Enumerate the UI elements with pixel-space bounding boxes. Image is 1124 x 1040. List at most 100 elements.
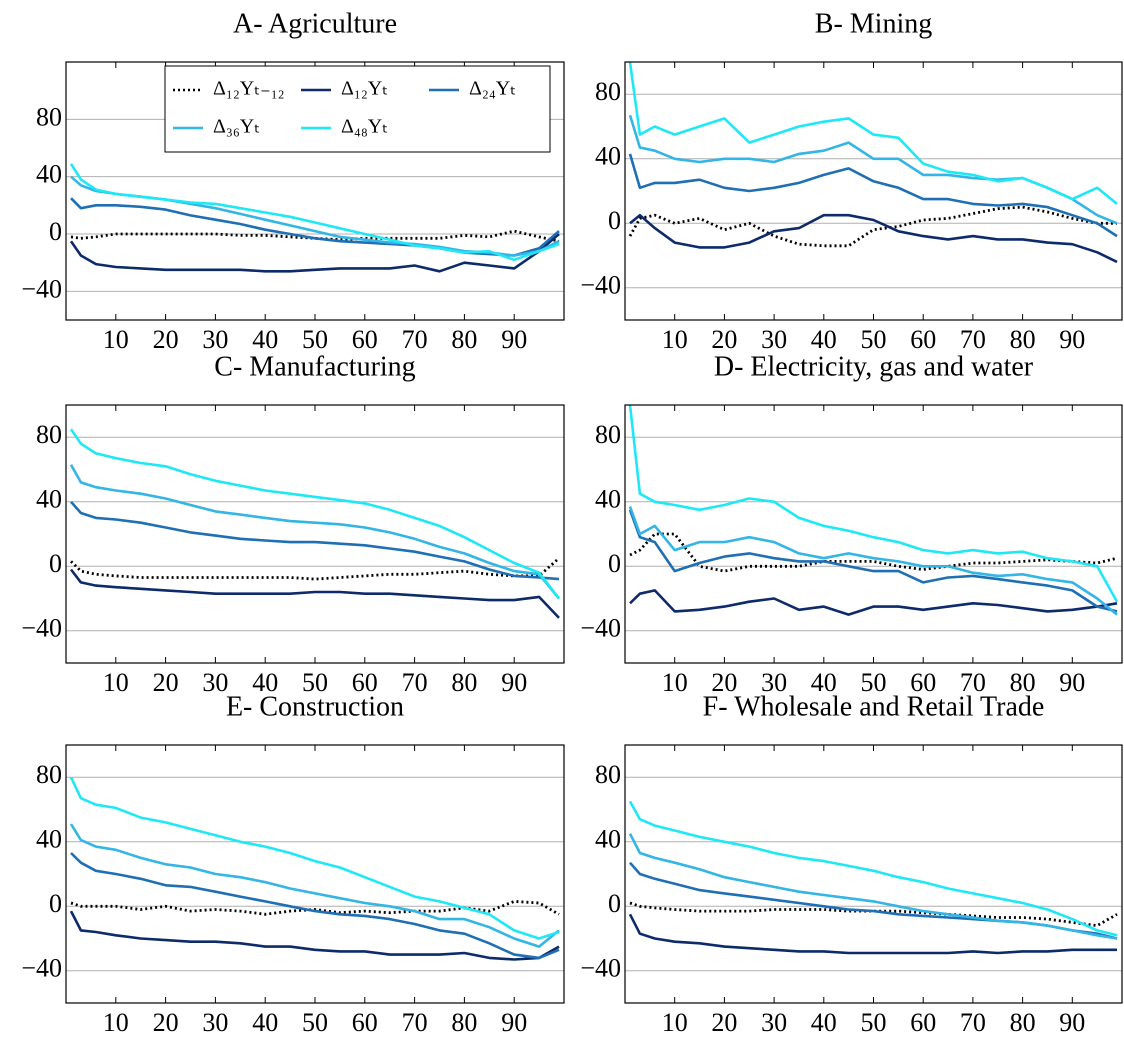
x-tick-label: 60 — [910, 325, 936, 354]
x-tick-label: 50 — [302, 668, 328, 697]
panel-title: C- Manufacturing — [214, 351, 415, 382]
x-tick-label: 40 — [252, 668, 278, 697]
plot-frame — [65, 61, 565, 321]
y-tick-label: 0 — [608, 206, 621, 235]
y-tick-label: 80 — [36, 420, 62, 449]
x-tick-label: 30 — [202, 1008, 228, 1037]
x-tick-label: 50 — [861, 325, 887, 354]
plot-frame — [65, 744, 565, 1004]
y-tick-label: 0 — [608, 889, 621, 918]
y-tick-label: −40 — [21, 614, 62, 643]
y-tick-label: 80 — [595, 760, 621, 789]
plot-frame — [624, 744, 1123, 1004]
series-line — [628, 509, 1118, 613]
x-tick-label: 20 — [711, 1008, 737, 1037]
x-tick-label: 70 — [960, 668, 986, 697]
x-tick-label: 40 — [811, 325, 837, 354]
y-tick-label: 40 — [595, 142, 621, 171]
x-tick-label: 60 — [910, 1008, 936, 1037]
y-tick-label: 0 — [49, 889, 62, 918]
y-tick-label: 80 — [595, 77, 621, 106]
x-tick-label: 60 — [352, 668, 378, 697]
series-line — [628, 205, 1117, 248]
x-tick-label: 90 — [501, 1008, 527, 1037]
series-line — [70, 197, 560, 257]
series-line — [70, 852, 560, 960]
x-tick-label: 80 — [451, 1008, 477, 1037]
y-tick-label: 0 — [49, 549, 62, 578]
x-tick-label: 60 — [352, 325, 378, 354]
series-line — [70, 229, 560, 243]
x-tick-label: 10 — [662, 1008, 688, 1037]
x-tick-label: 90 — [1059, 1008, 1085, 1037]
series-line — [629, 589, 1118, 616]
x-tick-label: 90 — [501, 325, 527, 354]
x-tick-label: 20 — [153, 1008, 179, 1037]
x-tick-label: 10 — [103, 1008, 129, 1037]
plot-frame — [624, 61, 1123, 321]
plot-frame — [65, 404, 565, 664]
series-line — [628, 153, 1118, 238]
x-tick-label: 90 — [1059, 668, 1085, 697]
series-line — [69, 464, 561, 600]
series-line — [628, 833, 1118, 940]
series-line — [69, 776, 560, 940]
legend-label: Δ₃₆Yₜ — [213, 116, 260, 138]
y-tick-label: −40 — [580, 614, 621, 643]
x-tick-label: 90 — [501, 668, 527, 697]
x-tick-label: 40 — [252, 325, 278, 354]
series-line — [69, 823, 560, 948]
x-tick-label: 50 — [861, 1008, 887, 1037]
plot-frame — [624, 404, 1123, 664]
legend-label: Δ₂₄Yₜ — [469, 78, 516, 100]
x-tick-label: 70 — [402, 1008, 428, 1037]
panel-title: D- Electricity, gas and water — [714, 351, 1034, 382]
x-tick-label: 20 — [711, 325, 737, 354]
y-tick-label: −40 — [580, 954, 621, 983]
series-line — [69, 233, 560, 273]
x-tick-label: 30 — [761, 668, 787, 697]
x-tick-label: 20 — [711, 668, 737, 697]
x-tick-label: 40 — [252, 1008, 278, 1037]
x-tick-label: 60 — [910, 668, 936, 697]
x-tick-label: 80 — [1010, 1008, 1036, 1037]
y-tick-label: 0 — [49, 217, 62, 246]
y-tick-label: 40 — [36, 160, 62, 189]
x-tick-label: 80 — [1010, 325, 1036, 354]
x-tick-label: 80 — [1010, 668, 1036, 697]
x-tick-label: 10 — [103, 325, 129, 354]
x-tick-label: 60 — [352, 1008, 378, 1037]
y-tick-label: 80 — [36, 760, 62, 789]
y-tick-label: −40 — [580, 271, 621, 300]
series-line — [70, 557, 560, 581]
x-tick-label: 70 — [402, 325, 428, 354]
y-tick-label: −40 — [21, 954, 62, 983]
panel-title: E- Construction — [226, 691, 404, 722]
y-tick-label: 80 — [595, 420, 621, 449]
series-line — [628, 61, 1118, 205]
legend-box — [164, 65, 551, 153]
x-tick-label: 30 — [761, 325, 787, 354]
x-tick-label: 30 — [761, 1008, 787, 1037]
y-tick-label: 40 — [36, 485, 62, 514]
series-line — [70, 500, 560, 581]
y-tick-label: −40 — [21, 274, 62, 303]
x-tick-label: 70 — [960, 1008, 986, 1037]
x-tick-label: 80 — [451, 668, 477, 697]
series-line — [70, 175, 560, 257]
series-line — [629, 532, 1118, 573]
legend-label: Δ₄₈Yₜ — [341, 116, 388, 138]
x-tick-label: 50 — [302, 1008, 328, 1037]
x-tick-label: 10 — [662, 668, 688, 697]
legend-label: Δ₁₂Yₜ₋₁₂ — [213, 78, 285, 100]
panel-title: F- Wholesale and Retail Trade — [703, 691, 1045, 722]
x-tick-label: 30 — [202, 668, 228, 697]
x-tick-label: 70 — [402, 668, 428, 697]
series-line — [69, 428, 561, 600]
series-line — [69, 910, 560, 961]
y-tick-label: 80 — [36, 102, 62, 131]
x-tick-label: 20 — [153, 325, 179, 354]
x-tick-label: 80 — [451, 325, 477, 354]
panel-title: A- Agriculture — [233, 8, 397, 39]
